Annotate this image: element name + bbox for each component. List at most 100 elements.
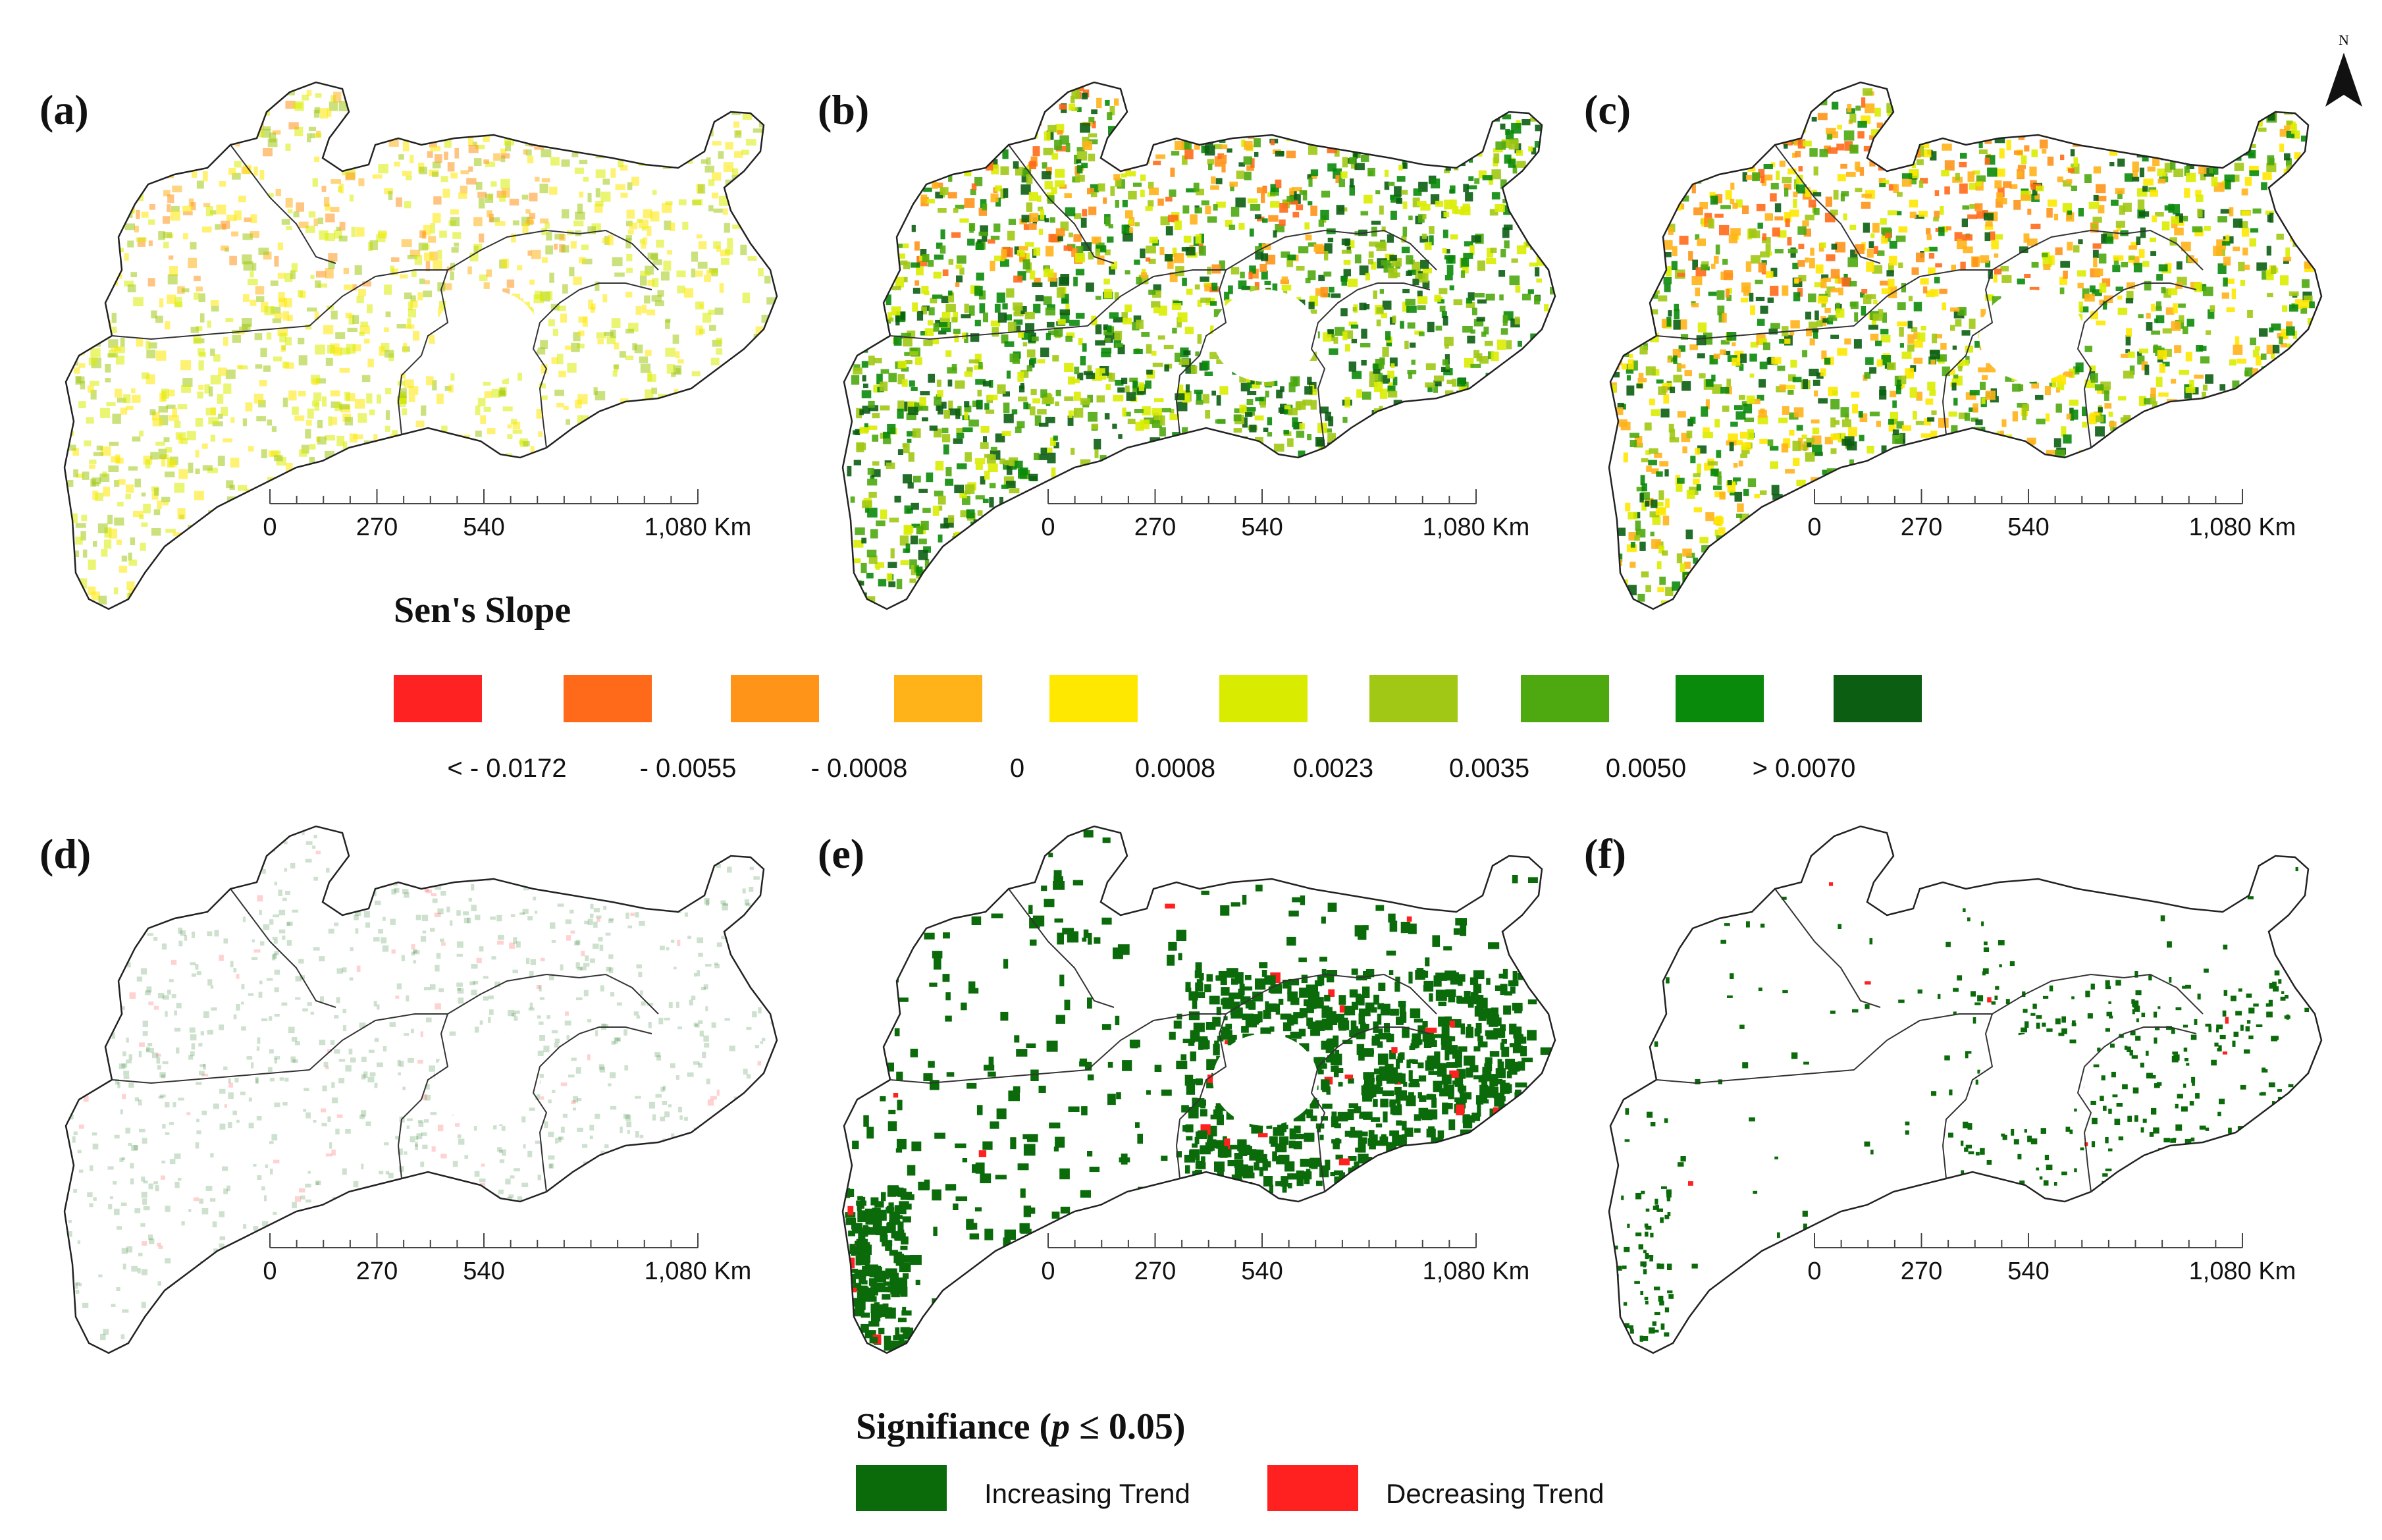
state-boundary — [1225, 973, 1358, 1015]
scale-bar: 0 270 540 1,080 Km — [263, 1233, 751, 1285]
state-boundary — [1087, 1013, 1226, 1071]
region-outline — [63, 81, 778, 610]
scale-bar-label: 0 — [263, 514, 277, 541]
region-outline — [841, 81, 1556, 610]
increasing-trend-swatch — [856, 1465, 947, 1511]
scale-bar: 0 270 540 1,080 Km — [1807, 1233, 2296, 1285]
panel-label: (f) — [1584, 830, 1626, 877]
region-outline — [63, 825, 778, 1354]
decreasing-trend-label: Decreasing Trend — [1386, 1478, 1604, 1509]
state-boundary — [230, 144, 336, 264]
state-boundary — [1992, 229, 2125, 271]
scale-bar-label: 0 — [1041, 1258, 1055, 1285]
state-boundary — [1774, 888, 1881, 1008]
state-boundary — [309, 1013, 448, 1071]
map-panel-a: 0 270 540 1,080 Km (a) — [33, 72, 797, 625]
scale-bar-label: 270 — [1901, 1258, 1942, 1285]
state-boundary — [1008, 144, 1115, 264]
scale-bar-label: 1,080 Km — [645, 514, 752, 541]
scale-bar-label: 540 — [463, 1258, 504, 1285]
state-boundary — [532, 1026, 652, 1192]
slope-legend-tick: 0.0023 — [1292, 754, 1374, 783]
region-map: 0 270 540 1,080 Km — [841, 81, 1556, 610]
state-boundary — [579, 229, 659, 271]
region-map: 0 270 540 1,080 Km — [63, 825, 778, 1354]
state-boundary — [2077, 1026, 2197, 1192]
region-map: 0 270 540 1,080 Km — [1608, 81, 2323, 610]
state-boundary — [1853, 1013, 1992, 1071]
scale-bar-label: 1,080 Km — [645, 1258, 752, 1285]
state-boundary — [889, 1069, 1088, 1084]
state-boundary — [532, 282, 652, 448]
north-arrow-label: N — [2339, 32, 2349, 48]
map-panel-e: 0 270 540 1,080 Km (e) — [811, 816, 1575, 1369]
scale-bar-label: 0 — [1807, 1258, 1821, 1285]
slope-legend-swatch — [1521, 675, 1609, 722]
state-boundary — [889, 325, 1088, 340]
trend-pixels — [1610, 843, 2321, 1351]
state-boundary — [2123, 973, 2204, 1015]
state-boundary — [1357, 973, 1437, 1015]
slope-legend-tick: 0.0008 — [1134, 754, 1216, 783]
slope-legend-tick: - 0.0008 — [810, 754, 908, 783]
state-boundary — [1992, 973, 2125, 1015]
region-map: 0 270 540 1,080 Km — [1608, 825, 2323, 1354]
state-boundary — [447, 973, 580, 1015]
panel-label: (d) — [40, 830, 92, 877]
panel-label: (c) — [1584, 86, 1631, 133]
scale-bar-label: 270 — [356, 514, 398, 541]
state-boundary — [309, 269, 448, 327]
state-boundary — [1310, 1026, 1431, 1192]
scale-bar-label: 540 — [1241, 1258, 1283, 1285]
slope-legend-swatch — [1049, 675, 1138, 722]
scale-bar-label: 270 — [1134, 514, 1176, 541]
slope-legend-swatch — [1676, 675, 1764, 722]
map-panel-d: 0 270 540 1,080 Km (d) — [33, 816, 797, 1369]
slope-legend-swatch — [731, 675, 819, 722]
state-boundary — [1175, 1013, 1227, 1179]
region-map: 0 270 540 1,080 Km — [63, 81, 778, 610]
scale-bar-label: 270 — [1134, 1258, 1176, 1285]
scale-bar-label: 0 — [1041, 514, 1055, 541]
state-boundary — [1942, 269, 1994, 435]
scale-bar-label: 1,080 Km — [2189, 1258, 2296, 1285]
state-boundary — [111, 325, 310, 340]
scale-bar-label: 540 — [1241, 514, 1283, 541]
scale-bar-label: 1,080 Km — [1423, 1258, 1530, 1285]
scale-bar-label: 0 — [1807, 514, 1821, 541]
scale-bar-label: 540 — [2007, 514, 2049, 541]
scale-bar: 0 270 540 1,080 Km — [1807, 489, 2296, 541]
state-boundary — [2077, 282, 2197, 448]
slope-legend-tick: 0.0035 — [1448, 754, 1530, 783]
map-panel-b: 0 270 540 1,080 Km (b) — [811, 72, 1575, 625]
scale-bar: 0 270 540 1,080 Km — [1041, 489, 1529, 541]
north-arrow: N — [2317, 26, 2370, 112]
state-boundary — [1656, 325, 1855, 340]
state-boundary — [1175, 269, 1227, 435]
north-arrow-icon — [2325, 53, 2362, 107]
scale-bar: 0 270 540 1,080 Km — [1041, 1233, 1529, 1285]
scale-bar-label: 1,080 Km — [2189, 514, 2296, 541]
scale-bar-label: 0 — [263, 1258, 277, 1285]
panel-label: (b) — [818, 86, 870, 133]
map-panel-c: 0 270 540 1,080 Km (c) — [1577, 72, 2341, 625]
state-boundary — [1853, 269, 1992, 327]
slope-legend-swatch — [1369, 675, 1458, 722]
state-boundary — [1225, 229, 1358, 271]
slope-legend-swatch — [394, 675, 482, 722]
map-panel-f: 0 270 540 1,080 Km (f) — [1577, 816, 2341, 1369]
state-boundary — [1656, 1069, 1855, 1084]
scale-bar: 0 270 540 1,080 Km — [263, 489, 751, 541]
state-boundary — [2123, 229, 2204, 271]
state-boundary — [1942, 1013, 1994, 1179]
state-boundary — [111, 1069, 310, 1084]
slope-legend-tick: < - 0.0172 — [447, 754, 567, 783]
state-boundary — [230, 888, 336, 1008]
significance-legend-title: Signifiance (p ≤ 0.05) — [856, 1406, 1186, 1447]
state-boundary — [1774, 144, 1881, 264]
increasing-trend-label: Increasing Trend — [984, 1478, 1190, 1509]
region-outline — [841, 825, 1556, 1354]
state-boundary — [1087, 269, 1226, 327]
scale-bar-label: 270 — [356, 1258, 398, 1285]
slope-legend-swatch — [564, 675, 652, 722]
